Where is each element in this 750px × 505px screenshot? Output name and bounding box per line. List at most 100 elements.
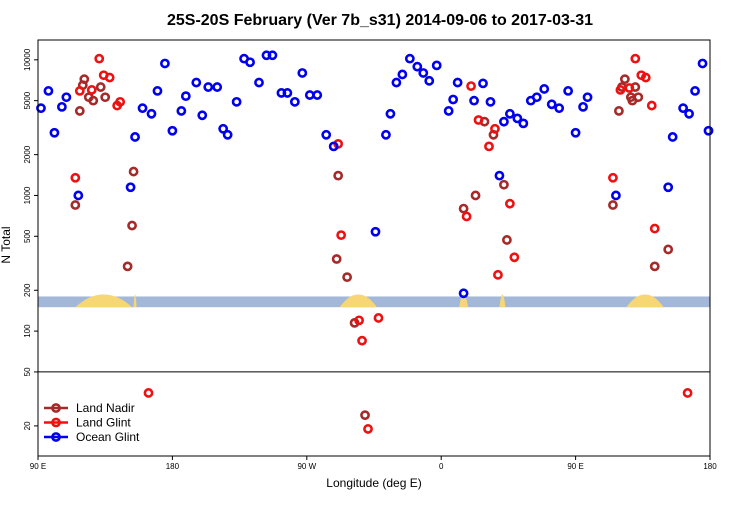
x-tick-label: 90 W	[297, 462, 316, 471]
data-point	[630, 53, 641, 64]
data-point	[333, 170, 344, 181]
data-point	[448, 94, 459, 105]
data-point	[546, 99, 557, 110]
legend-marker	[51, 417, 61, 428]
data-point	[127, 220, 137, 231]
x-tick-label: 90 E	[567, 462, 583, 471]
data-point	[328, 141, 339, 152]
data-point	[297, 68, 308, 78]
map-strip	[38, 294, 710, 308]
data-point	[490, 123, 500, 134]
data-point	[86, 85, 97, 95]
data-point	[146, 108, 157, 119]
land-segment-2	[339, 294, 377, 308]
x-tick-label: 180	[703, 462, 717, 471]
data-point	[697, 58, 708, 69]
y-tick-label: 100	[23, 324, 32, 338]
data-point	[608, 200, 618, 210]
data-point	[424, 75, 435, 86]
data-point	[143, 388, 154, 398]
data-point	[180, 91, 191, 102]
data-point	[304, 90, 315, 100]
data-point	[499, 179, 509, 190]
data-point	[370, 226, 381, 237]
data-point	[458, 203, 469, 214]
legend-marker	[51, 432, 61, 442]
y-tick-label: 200	[23, 283, 32, 297]
plot-frame	[37, 39, 711, 457]
y-axis-title: N Total	[0, 226, 13, 263]
data-point	[502, 235, 512, 245]
data-point	[331, 254, 342, 264]
data-point	[690, 86, 700, 96]
data-point	[104, 72, 115, 83]
x-tick-label: 90 E	[30, 462, 46, 471]
land-segment-5	[626, 294, 664, 308]
x-tick-label: 0	[439, 462, 444, 471]
data-point	[684, 108, 694, 119]
data-point	[663, 244, 674, 255]
data-point	[646, 100, 657, 111]
data-point	[473, 115, 484, 125]
data-point	[267, 50, 278, 61]
data-point	[88, 95, 99, 106]
data-point	[461, 211, 472, 222]
series-land-glint	[70, 53, 693, 434]
data-point	[167, 125, 178, 136]
data-point	[70, 200, 81, 210]
data-point	[469, 95, 479, 106]
data-point	[570, 127, 581, 138]
data-point	[640, 72, 651, 83]
data-point	[254, 77, 264, 88]
chart-title: 25S-20S February (Ver 7b_s31) 2014-09-06…	[167, 12, 593, 29]
data-point	[504, 108, 515, 119]
data-point	[615, 85, 626, 95]
data-point	[360, 410, 370, 421]
data-point	[61, 92, 72, 103]
data-point	[484, 141, 494, 152]
y-tick-label: 5000	[23, 91, 32, 109]
data-point	[404, 53, 415, 64]
data-point	[418, 68, 429, 78]
data-point	[94, 53, 105, 64]
data-point	[130, 132, 140, 142]
data-point	[342, 272, 353, 283]
data-point	[478, 78, 488, 89]
data-point	[470, 190, 481, 201]
data-point	[578, 101, 588, 112]
data-point	[703, 125, 714, 136]
y-tick-label: 20	[23, 421, 32, 430]
data-point	[70, 172, 81, 183]
data-point	[122, 261, 133, 272]
land-segment-4	[499, 294, 506, 308]
land-segment-3	[459, 294, 469, 308]
data-point	[504, 198, 515, 209]
data-point	[649, 261, 660, 272]
data-point	[397, 69, 408, 80]
data-point	[412, 61, 423, 72]
data-point	[95, 82, 106, 92]
data-point	[336, 230, 347, 241]
data-point	[611, 190, 621, 201]
data-point	[373, 313, 384, 323]
data-point	[212, 82, 223, 92]
data-point	[125, 182, 136, 193]
data-point	[74, 86, 85, 96]
ocean-band	[38, 296, 710, 308]
data-point	[458, 288, 469, 299]
legend-marker	[51, 403, 61, 413]
data-point	[608, 172, 618, 183]
data-point	[381, 129, 391, 140]
data-point	[678, 103, 689, 114]
axes: 90 E 180 90 W 0 90 E 180 20 50 100 200 500 1000 2000…	[23, 39, 717, 471]
data-point	[354, 315, 364, 326]
data-point	[554, 103, 565, 114]
data-point	[663, 182, 674, 193]
y-tick-label: 1000	[23, 186, 32, 204]
data-point	[509, 252, 520, 263]
legend-label: Land Nadir	[76, 401, 135, 415]
data-point	[512, 113, 523, 124]
land-segment-0	[75, 294, 133, 308]
